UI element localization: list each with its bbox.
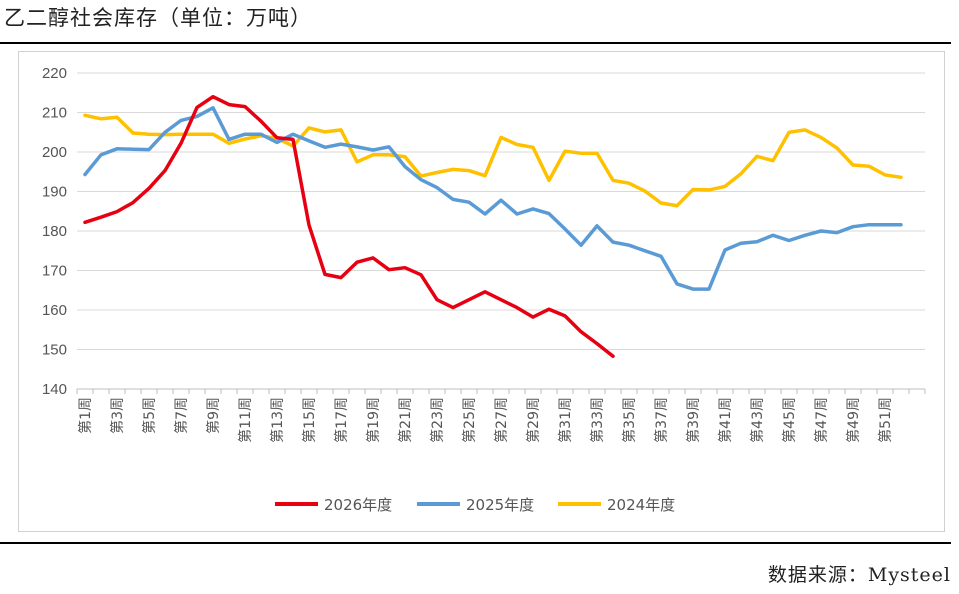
y-tick-label: 160 [42, 302, 67, 319]
x-tick-label: 第5周 [141, 397, 158, 434]
legend-label-1: 2025年度 [466, 496, 534, 514]
y-tick-label: 180 [42, 223, 67, 240]
x-tick-label: 第19周 [365, 397, 382, 443]
top-rule [0, 42, 951, 44]
grid-lines [77, 72, 925, 350]
x-tick-label: 第1周 [77, 397, 94, 434]
y-tick-label: 140 [42, 381, 67, 398]
x-tick-label: 第7周 [173, 397, 190, 434]
x-tick-label: 第33周 [589, 397, 606, 443]
y-tick-label: 170 [42, 263, 67, 280]
y-tick-label: 200 [42, 144, 67, 161]
x-tick-label: 第9周 [205, 397, 222, 434]
x-tick-label: 第49周 [845, 397, 862, 443]
x-tick-label: 第41周 [717, 397, 734, 443]
line-chart: 140150160170180190200210220第1周 第3周 第5周 第7周第… [42, 65, 926, 514]
x-tick-label: 第23周 [429, 397, 446, 443]
x-tick-label: 第27周 [493, 397, 510, 443]
x-tick-label: 第31周 [557, 397, 574, 443]
x-tick-label: 第35周 [621, 397, 638, 443]
x-tick-label: 第45周 [781, 397, 798, 443]
x-tick-label: 第13周 [269, 397, 286, 443]
x-tick-label: 第47周 [813, 397, 830, 443]
y-tick-label: 220 [42, 65, 67, 82]
legend: 2026年度 2025年度 2024年度 [275, 496, 675, 514]
x-tick-label: 第25周 [461, 397, 478, 443]
series-lines [83, 94, 903, 358]
chart-frame: 140 150 160 170 180 190 200 210 220 第1周 第3周 第5周 第7周第… [18, 51, 945, 532]
axes: 140150160170180190200210220第1周 第3周 第5周 第7周第… [42, 65, 926, 443]
x-tick-label: 第11周 [237, 397, 254, 443]
x-tick-label: 第17周 [333, 397, 350, 443]
legend-label-2: 2024年度 [607, 496, 675, 514]
y-tick-label: 150 [42, 342, 67, 359]
legend-label-0: 2026年度 [324, 496, 392, 514]
series-line-0 [83, 94, 615, 358]
series-line-2 [83, 113, 903, 208]
x-tick-label: 第29周 [525, 397, 542, 443]
data-source: 数据来源：Mysteel [767, 564, 951, 586]
x-tick-label: 第21周 [397, 397, 414, 443]
y-tick-label: 210 [42, 105, 67, 122]
x-tick-label: 第15周 [301, 397, 318, 443]
y-tick-label: 190 [42, 184, 67, 201]
bottom-rule [0, 542, 951, 544]
page-title: 乙二醇社会库存（单位：万吨） [4, 6, 312, 30]
series-line-1 [83, 106, 903, 291]
x-tick-label: 第37周 [653, 397, 670, 443]
x-tick-label: 第51周 [877, 397, 894, 443]
x-tick-label: 第39周 [685, 397, 702, 443]
x-tick-label: 第43周 [749, 397, 766, 443]
x-tick-label: 第3周 [109, 397, 126, 434]
